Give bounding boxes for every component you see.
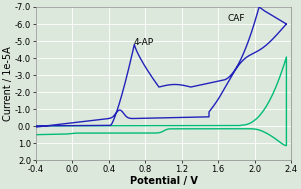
Y-axis label: Current / 1e-5A: Current / 1e-5A: [4, 46, 14, 121]
Text: 4-AP: 4-AP: [133, 38, 154, 47]
Text: CAF: CAF: [228, 14, 245, 23]
X-axis label: Potential / V: Potential / V: [129, 176, 197, 186]
